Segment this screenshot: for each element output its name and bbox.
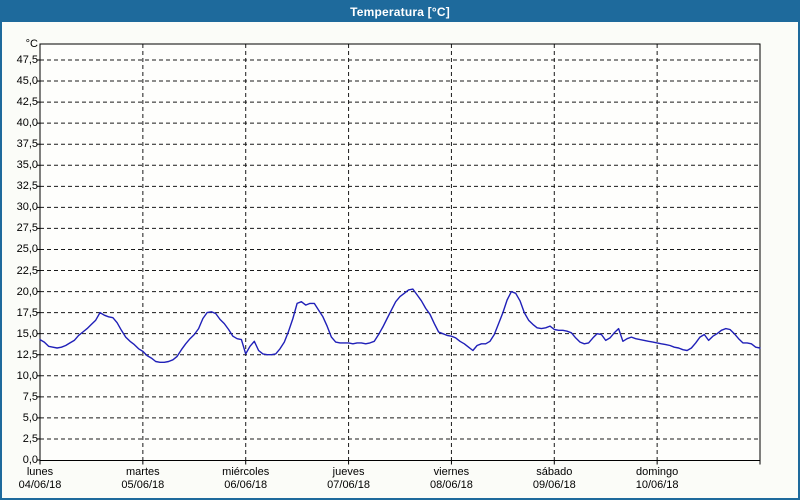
x-day-label: domingo 10/06/18 bbox=[636, 466, 679, 492]
temperature-series-line bbox=[39, 288, 761, 363]
y-tick-label: 10,0 bbox=[16, 369, 38, 382]
day-name: miércoles bbox=[222, 466, 270, 478]
y-tick-label: 17,5 bbox=[16, 306, 38, 319]
day-name: viernes bbox=[433, 466, 470, 478]
window-titlebar: Temperatura [°C] bbox=[2, 2, 798, 22]
y-axis-unit-label: °C bbox=[25, 38, 38, 50]
day-name: martes bbox=[126, 466, 160, 478]
day-name: sábado bbox=[536, 466, 573, 478]
y-tick-label: 27,5 bbox=[16, 222, 38, 235]
y-tick-label: 30,0 bbox=[16, 201, 38, 214]
day-date: 09/06/18 bbox=[532, 479, 576, 491]
day-date: 06/06/18 bbox=[224, 479, 268, 491]
y-tick-label: 20,0 bbox=[16, 285, 38, 298]
y-tick-label: 2,5 bbox=[22, 432, 38, 445]
y-tick-label: 37,5 bbox=[16, 138, 38, 151]
y-tick-label: 42,5 bbox=[16, 96, 38, 109]
plot-frame bbox=[39, 43, 761, 461]
day-date: 04/06/18 bbox=[18, 479, 62, 491]
day-name: lunes bbox=[26, 466, 54, 478]
y-tick-label: 12,5 bbox=[16, 348, 38, 361]
x-day-label: lunes 04/06/18 bbox=[19, 466, 62, 492]
day-date: 07/06/18 bbox=[327, 479, 370, 491]
y-tick-label: 22,5 bbox=[16, 264, 38, 277]
x-day-label: miércoles 06/06/18 bbox=[222, 466, 269, 492]
day-name: jueves bbox=[332, 466, 365, 478]
day-date: 05/06/18 bbox=[121, 479, 165, 491]
day-date: 08/06/18 bbox=[430, 479, 473, 491]
y-tick-label: 5,0 bbox=[22, 411, 38, 424]
y-tick-label: 0,0 bbox=[22, 454, 38, 466]
day-name: domingo bbox=[636, 466, 679, 478]
x-day-label: sábado 09/06/18 bbox=[533, 466, 576, 492]
plot-background bbox=[40, 44, 760, 461]
y-tick-label: 35,0 bbox=[16, 159, 38, 172]
y-tick-label: 45,0 bbox=[16, 75, 38, 88]
y-tick-label: 7,5 bbox=[22, 390, 38, 403]
x-day-label: jueves 07/06/18 bbox=[327, 466, 370, 492]
y-tick-label: 32,5 bbox=[16, 180, 38, 193]
x-day-label: martes 05/06/18 bbox=[121, 466, 164, 492]
x-day-label: viernes 08/06/18 bbox=[430, 466, 473, 492]
y-tick-label: 40,0 bbox=[16, 117, 38, 130]
day-date: 10/06/18 bbox=[635, 479, 679, 491]
y-tick-label: 25,0 bbox=[16, 243, 38, 256]
y-tick-label: 15,0 bbox=[16, 327, 38, 340]
window-title: Temperatura [°C] bbox=[350, 5, 450, 19]
y-tick-label: 47,5 bbox=[16, 54, 38, 66]
